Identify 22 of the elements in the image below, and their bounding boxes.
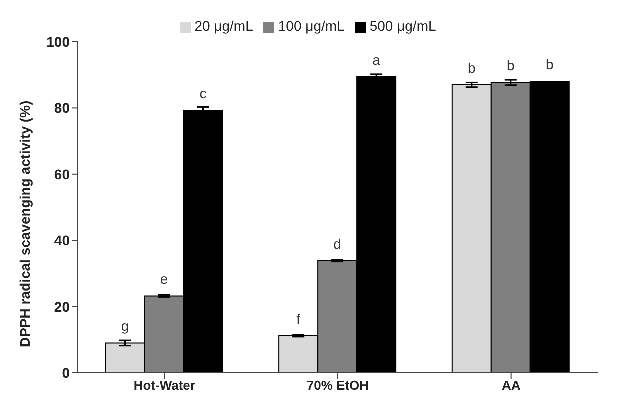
y-axis-title: DPPH radical scavenging activity (%)	[16, 100, 33, 348]
y-tick-label: 20	[54, 298, 70, 315]
y-tick-label: 0	[62, 364, 70, 381]
data-label: b	[507, 58, 515, 74]
data-label: e	[160, 271, 168, 288]
legend-label: 20 μg/mL	[194, 18, 254, 34]
data-label: c	[200, 86, 207, 102]
data-label: g	[121, 318, 130, 334]
data-label: b	[546, 56, 554, 73]
y-tick-label: 100	[46, 34, 70, 50]
data-label: d	[334, 236, 342, 252]
legend-label: 500 μg/mL	[370, 18, 436, 34]
data-label: b	[468, 60, 476, 76]
data-label: f	[296, 310, 301, 327]
x-tick-label: 70% EtOH	[306, 378, 370, 394]
y-tick-label: 60	[54, 166, 70, 182]
y-tick-label: 80	[54, 100, 70, 116]
y-tick-label: 40	[54, 232, 70, 249]
x-tick-label: Hot-Water	[134, 378, 196, 394]
legend-label: 100 μg/mL	[278, 18, 345, 34]
x-tick-label: AA	[502, 378, 522, 394]
data-label: a	[372, 52, 381, 68]
